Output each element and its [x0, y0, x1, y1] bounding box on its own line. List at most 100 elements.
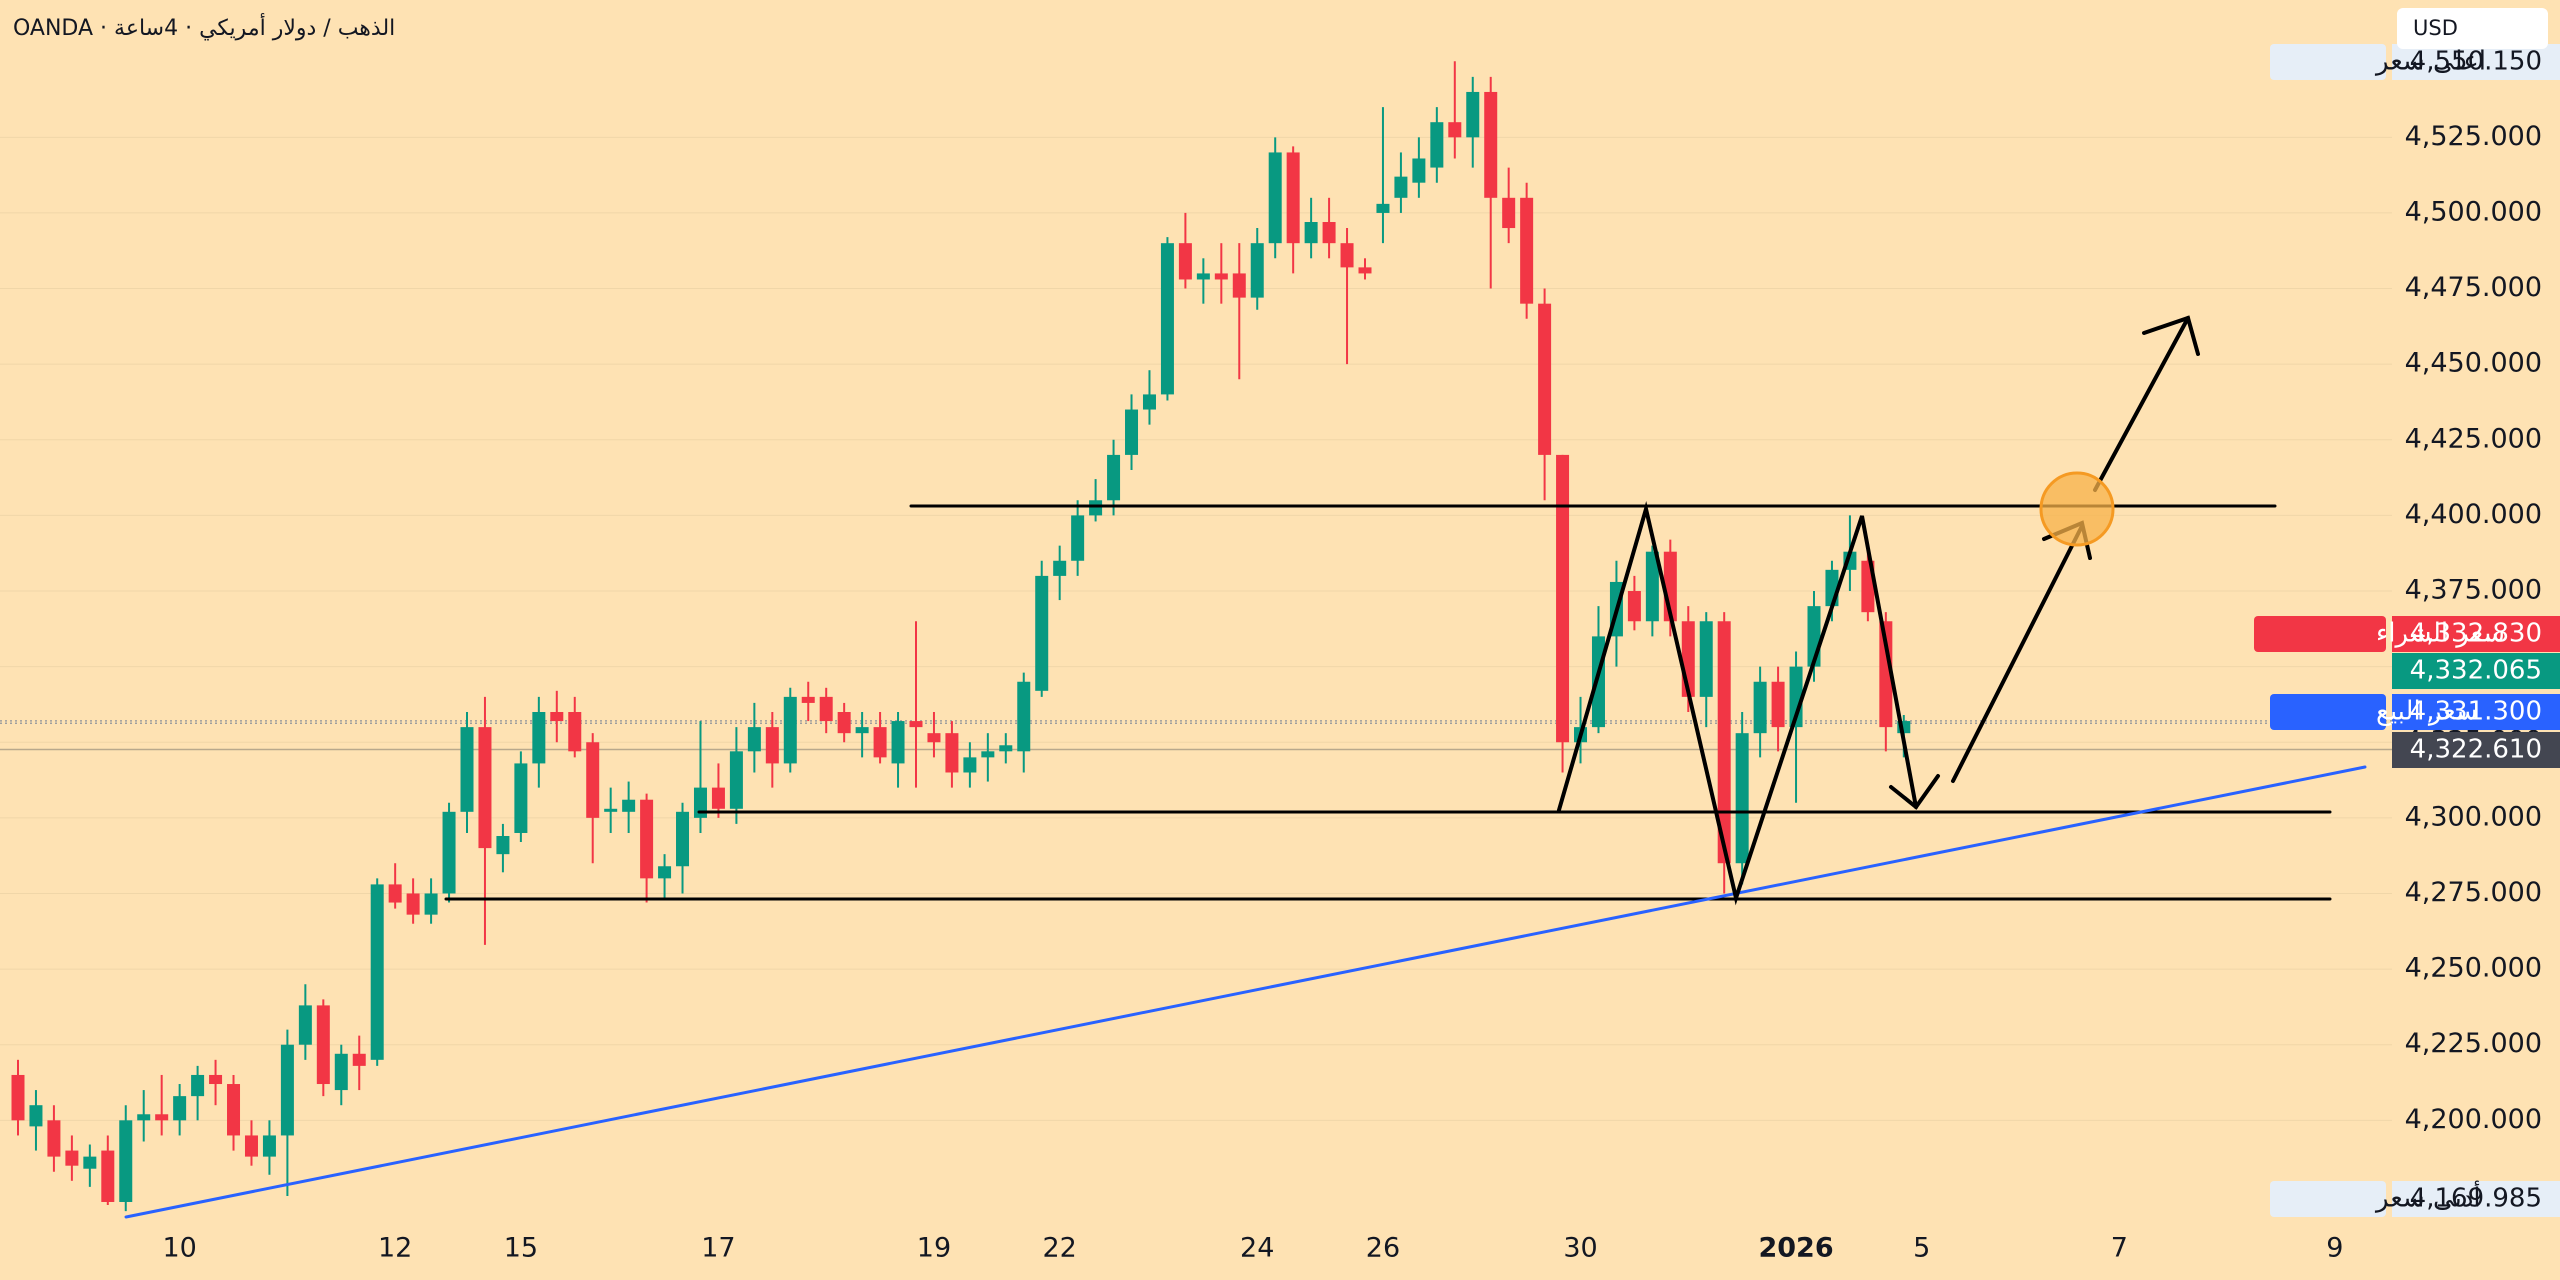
candle-body [1753, 681, 1767, 734]
price-label-value: 4,331.300 [2410, 697, 2542, 727]
candle-body [1214, 273, 1228, 280]
candle-body [1322, 222, 1336, 244]
price-label-name-box [2270, 1181, 2386, 1217]
candle-body [1717, 621, 1731, 864]
currency-button[interactable] [2397, 8, 2548, 49]
y-tick-label: 4,525.000 [2405, 121, 2542, 152]
y-tick-label: 4,400.000 [2405, 499, 2542, 530]
candle-body [801, 696, 815, 703]
candles [11, 61, 1911, 1212]
x-tick-label: 19 [917, 1233, 951, 1264]
candle-body [101, 1150, 115, 1202]
price-label-value: 4,550.150 [2410, 47, 2542, 77]
price-label-box [2392, 1181, 2560, 1217]
candle-body [909, 721, 923, 728]
candle-body [981, 751, 995, 758]
candle-body [837, 711, 851, 734]
candle-body [227, 1084, 241, 1136]
price-label-box [2392, 44, 2560, 80]
candle-body [1107, 454, 1121, 501]
candle-body [388, 884, 402, 903]
candle-body [1232, 273, 1246, 298]
candle-body [532, 711, 546, 764]
candle-body [1430, 122, 1444, 168]
candle-body [945, 733, 959, 773]
candle-body [1125, 409, 1139, 455]
y-tick-label: 4,225.000 [2405, 1028, 2542, 1059]
price-axis: 4,200.000 4,225.000 4,250.000 4,275.000 4,30… [162, 43, 2560, 1264]
x-tick-label: 26 [1366, 1233, 1400, 1264]
candle-body [119, 1120, 133, 1202]
currency-label[interactable]: USD [2413, 16, 2458, 40]
x-tick-label: 24 [1240, 1233, 1274, 1264]
symbol-title: OANDA · الذهب / دولار أمريكي · 4ساعة [13, 13, 395, 41]
y-tick-label: 4,500.000 [2405, 196, 2542, 227]
x-tick-label: 2026 [1758, 1233, 1833, 1264]
x-tick-label: 9 [2326, 1233, 2343, 1264]
candle-body [262, 1135, 276, 1157]
price-label-name: سعر الشراء [2376, 619, 2505, 649]
grid [0, 136, 2392, 1121]
price-label-value: 4,169.985 [2410, 1184, 2542, 1214]
candle-body [244, 1135, 258, 1157]
y-tick-label: 4,425.000 [2405, 423, 2542, 454]
candle-body [891, 721, 905, 764]
x-tick-label: 12 [378, 1233, 412, 1264]
candle-body [550, 711, 564, 722]
price-label-name-box [2270, 694, 2386, 730]
y-tick-label: 4,300.000 [2405, 801, 2542, 832]
candle-body [1394, 176, 1408, 198]
x-tick-label: 22 [1043, 1233, 1077, 1264]
candle-body [370, 884, 384, 1060]
candle-body [1484, 91, 1498, 198]
candle-body [29, 1105, 43, 1127]
price-label-name-box [2270, 44, 2386, 80]
price-label-box [2392, 694, 2560, 730]
candle-body [1627, 591, 1641, 622]
y-tick-label: 4,475.000 [2405, 272, 2542, 303]
candle-body [65, 1150, 79, 1166]
y-tick-label: 4,200.000 [2405, 1104, 2542, 1135]
candle-body [1591, 636, 1605, 728]
price-label-name-box [2254, 616, 2386, 652]
candle-body [1071, 515, 1085, 561]
candle-body [209, 1074, 223, 1085]
candle-body [1556, 454, 1570, 743]
candle-body [173, 1096, 187, 1121]
candle-body [496, 836, 510, 855]
candle-body [1286, 152, 1300, 244]
price-label-value: 4,332.065 [2410, 656, 2542, 686]
candle-body [1645, 551, 1659, 622]
x-tick-label: 15 [504, 1233, 538, 1264]
candle-body [1699, 621, 1713, 697]
arrow [2093, 316, 2190, 492]
arrow-head [2142, 315, 2200, 356]
candle-body [1250, 243, 1264, 298]
y-tick-label: 4,275.000 [2405, 877, 2542, 908]
pattern-line [1557, 501, 1918, 906]
candle-body [586, 742, 600, 818]
candle-body [1304, 222, 1318, 244]
candle-body [1771, 681, 1785, 728]
candle-body [1466, 91, 1480, 138]
arrow-head [1889, 774, 1940, 810]
candle-body [604, 808, 618, 812]
candle-body [1502, 197, 1516, 229]
candle-body [873, 727, 887, 758]
candle-body [927, 733, 941, 743]
candle-body [1196, 273, 1210, 280]
price-label-box [2392, 616, 2560, 652]
trend-line [124, 765, 2367, 1219]
candle-body [442, 811, 456, 894]
y-tick-label: 4,375.000 [2405, 575, 2542, 606]
price-label-name: أدنى سعر [2374, 1180, 2481, 1214]
candle-body [1358, 267, 1372, 274]
price-label-value: 4,322.610 [2410, 735, 2542, 765]
x-tick-label: 30 [1563, 1233, 1597, 1264]
target-circle [2039, 471, 2115, 547]
price-label-name: سعر البيع [2376, 697, 2478, 727]
y-tick-label: 4,450.000 [2405, 348, 2542, 379]
candle-body [334, 1053, 348, 1091]
candle-body [1053, 560, 1067, 576]
